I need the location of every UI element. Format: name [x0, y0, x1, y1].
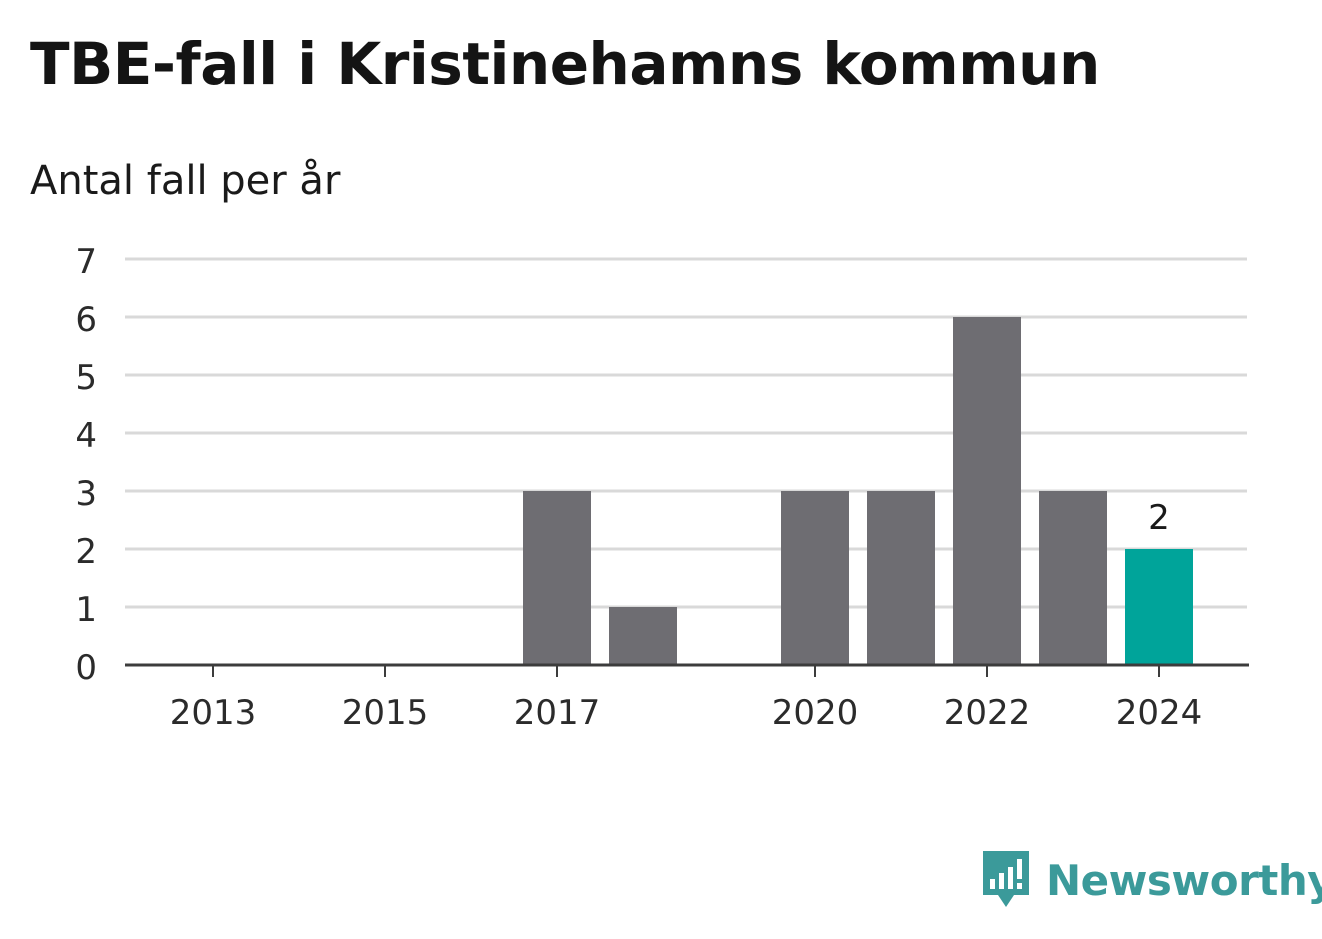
bar	[523, 491, 591, 665]
chart-title: TBE-fall i Kristinehamns kommun	[30, 30, 1100, 98]
bar	[953, 317, 1021, 665]
newsworthy-logo-icon	[983, 851, 1029, 907]
x-tick-label: 2024	[1116, 693, 1203, 733]
brand-logo: Newsworthy	[980, 848, 1322, 912]
x-tick-label: 2013	[170, 693, 257, 733]
y-tick-label: 0	[75, 648, 97, 688]
y-tick-label: 5	[75, 358, 97, 398]
bar	[781, 491, 849, 665]
bar	[609, 607, 677, 665]
chart-subtitle: Antal fall per år	[30, 158, 341, 204]
y-tick-label: 4	[75, 416, 97, 456]
y-tick-label: 2	[75, 532, 97, 572]
bar	[1125, 549, 1193, 665]
y-tick-label: 6	[75, 300, 97, 340]
data-label: 2	[1148, 498, 1170, 538]
y-tick-label: 1	[75, 590, 97, 630]
x-tick-label: 2022	[944, 693, 1031, 733]
bar	[1039, 491, 1107, 665]
brand-name: Newsworthy	[1046, 855, 1322, 905]
y-tick-label: 3	[75, 474, 97, 514]
x-tick-label: 2015	[342, 693, 429, 733]
x-tick-label: 2017	[514, 693, 601, 733]
x-tick-label: 2020	[772, 693, 859, 733]
bar	[867, 491, 935, 665]
y-tick-label: 7	[75, 242, 97, 282]
